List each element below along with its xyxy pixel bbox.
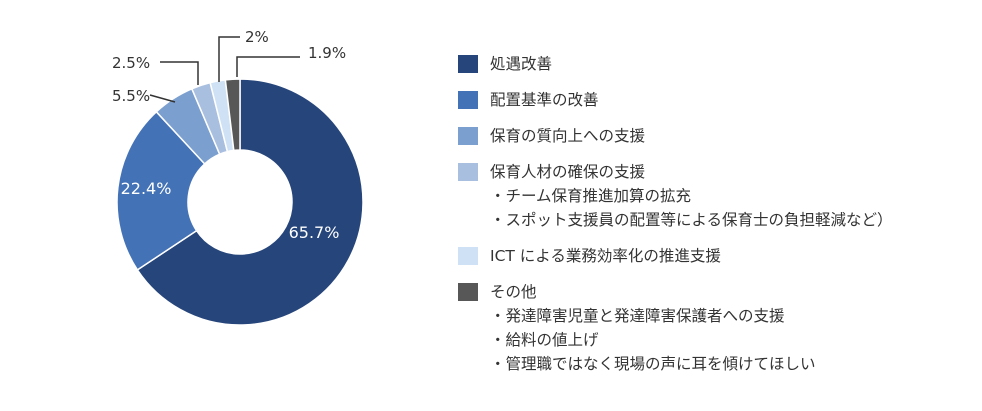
donut-slice <box>136 78 364 326</box>
legend-item: 保育の質向上への支援 <box>458 124 968 148</box>
legend-item: 処遇改善 <box>458 52 968 76</box>
legend-sub-item: ・管理職ではなく現場の声に耳を傾けてほしい <box>490 355 816 373</box>
legend-item: 保育人材の確保の支援・チーム保育推進加算の拡充・スポット支援員の配置等による保育… <box>458 160 968 232</box>
legend-swatch <box>458 55 478 73</box>
legend-item: その他・発達障害児童と発達障害保護者への支援 ・給料の値上げ・管理職ではなく現場の… <box>458 280 968 376</box>
legend-item: 配置基準の改善 <box>458 88 968 112</box>
legend-item: ICT による業務効率化の推進支援 <box>458 244 968 268</box>
legend-sub-item: ・スポット支援員の配置等による保育士の負担軽減など） <box>490 211 893 229</box>
legend-sub-item: ・チーム保育推進加算の拡充 <box>490 187 692 205</box>
legend-label: 処遇改善 <box>490 55 553 73</box>
legend-swatch <box>458 163 478 181</box>
legend-label: その他 <box>490 283 537 301</box>
legend-label: 保育人材の確保の支援 <box>490 163 646 181</box>
donut-slice <box>224 78 241 152</box>
donut-slice <box>116 110 206 271</box>
legend-sub-item: ・発達障害児童と発達障害保護者への支援 <box>490 307 785 325</box>
legend-swatch <box>458 127 478 145</box>
leader-line <box>149 94 176 103</box>
slice-value-label: 65.7% <box>289 223 340 242</box>
legend-swatch <box>458 91 478 109</box>
legend-sub-item: ・給料の値上げ <box>490 331 599 349</box>
leader-line <box>160 61 199 85</box>
legend-label: 配置基準の改善 <box>490 91 599 109</box>
slice-value-label: 22.4% <box>121 179 172 198</box>
leader-line <box>236 56 300 77</box>
legend-swatch <box>458 283 478 301</box>
legend-label: ICT による業務効率化の推進支援 <box>490 247 721 265</box>
slice-value-label: 2% <box>245 28 269 46</box>
legend-swatch <box>458 247 478 265</box>
chart-legend: 処遇改善配置基準の改善保育の質向上への支援 保育人材の確保の支援・チーム保育推進加… <box>458 52 968 388</box>
leader-line <box>218 36 240 82</box>
slice-value-label: 2.5% <box>112 54 150 72</box>
slice-value-label: 1.9% <box>308 44 346 62</box>
legend-label: 保育の質向上への支援 <box>490 127 646 145</box>
slice-value-label: 5.5% <box>112 87 150 105</box>
